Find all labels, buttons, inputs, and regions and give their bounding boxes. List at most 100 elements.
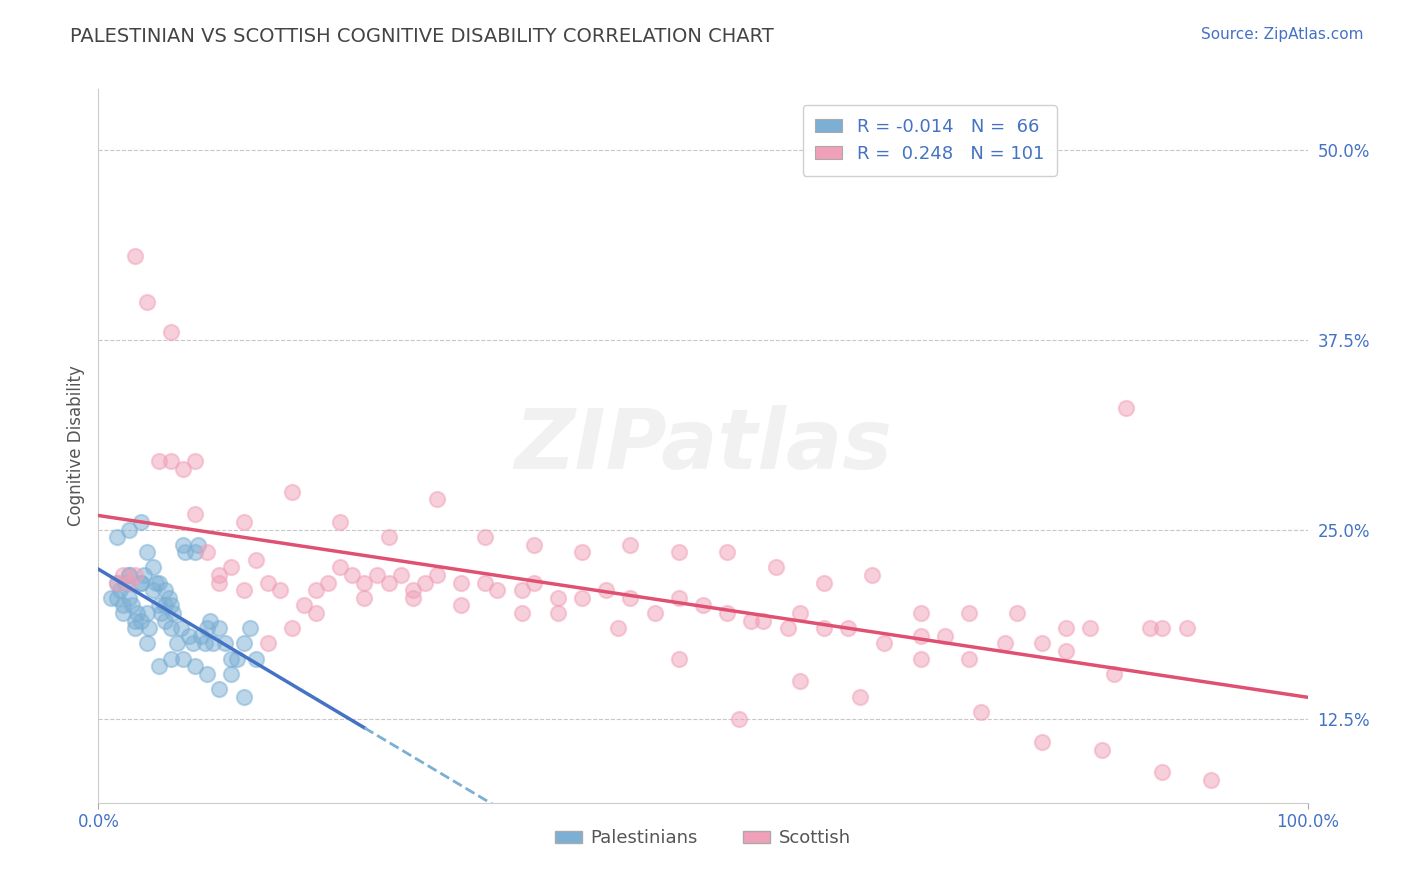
Point [129, 515, 152, 529]
Point [245, 553, 267, 567]
Point [190, 629, 212, 643]
Point [668, 545, 690, 559]
Point [523, 538, 546, 552]
Point [124, 249, 146, 263]
Point [994, 636, 1017, 650]
Point [402, 583, 425, 598]
Point [208, 575, 231, 590]
Point [728, 712, 751, 726]
Point [1175, 621, 1198, 635]
Point [342, 568, 364, 582]
Point [547, 591, 569, 605]
Point [148, 454, 170, 468]
Point [157, 591, 180, 605]
Point [239, 621, 262, 635]
Point [873, 636, 896, 650]
Y-axis label: Cognitive Disability: Cognitive Disability [66, 366, 84, 526]
Point [153, 614, 176, 628]
Point [1031, 636, 1053, 650]
Point [160, 599, 183, 613]
Point [138, 621, 160, 635]
Point [970, 705, 993, 719]
Point [1152, 621, 1174, 635]
Point [571, 591, 593, 605]
Point [179, 629, 201, 643]
Point [172, 538, 194, 552]
Point [142, 560, 165, 574]
Point [221, 666, 243, 681]
Point [377, 530, 399, 544]
Point [118, 523, 141, 537]
Point [619, 538, 641, 552]
Point [111, 599, 134, 613]
Point [1078, 621, 1101, 635]
Point [523, 575, 546, 590]
Point [486, 583, 509, 598]
Point [121, 599, 143, 613]
Point [910, 651, 932, 665]
Point [1152, 765, 1174, 780]
Point [426, 492, 449, 507]
Point [740, 614, 762, 628]
Point [910, 629, 932, 643]
Point [124, 621, 146, 635]
Point [135, 606, 157, 620]
Point [124, 614, 146, 628]
Point [329, 560, 352, 574]
Point [172, 651, 194, 665]
Point [148, 659, 170, 673]
Point [114, 575, 136, 590]
Point [329, 515, 352, 529]
Point [860, 568, 883, 582]
Point [127, 606, 149, 620]
Point [1031, 735, 1053, 749]
Point [100, 591, 122, 605]
Point [1007, 606, 1029, 620]
Point [1199, 772, 1222, 787]
Point [353, 575, 375, 590]
Point [118, 575, 141, 590]
Point [145, 575, 167, 590]
Point [547, 606, 569, 620]
Point [150, 606, 173, 620]
Point [160, 454, 183, 468]
Point [668, 591, 690, 605]
Point [198, 614, 221, 628]
Point [153, 599, 176, 613]
Point [813, 621, 835, 635]
Point [765, 560, 787, 574]
Point [389, 568, 412, 582]
Point [111, 568, 134, 582]
Point [353, 591, 375, 605]
Point [187, 538, 209, 552]
Point [474, 530, 496, 544]
Point [716, 606, 738, 620]
Point [377, 575, 399, 590]
Point [108, 583, 131, 598]
Point [644, 606, 666, 620]
Point [153, 583, 176, 598]
Point [292, 599, 315, 613]
Point [221, 560, 243, 574]
Point [256, 575, 278, 590]
Text: PALESTINIAN VS SCOTTISH COGNITIVE DISABILITY CORRELATION CHART: PALESTINIAN VS SCOTTISH COGNITIVE DISABI… [70, 27, 775, 45]
Point [595, 583, 617, 598]
Point [910, 606, 932, 620]
Point [129, 575, 152, 590]
Point [148, 599, 170, 613]
Point [849, 690, 872, 704]
Point [181, 636, 204, 650]
Point [450, 575, 472, 590]
Point [281, 621, 304, 635]
Point [162, 606, 184, 620]
Point [184, 545, 207, 559]
Point [305, 583, 328, 598]
Point [208, 568, 231, 582]
Point [194, 636, 217, 650]
Point [195, 666, 218, 681]
Point [124, 568, 146, 582]
Point [957, 651, 980, 665]
Point [1054, 621, 1077, 635]
Point [692, 599, 714, 613]
Point [1139, 621, 1161, 635]
